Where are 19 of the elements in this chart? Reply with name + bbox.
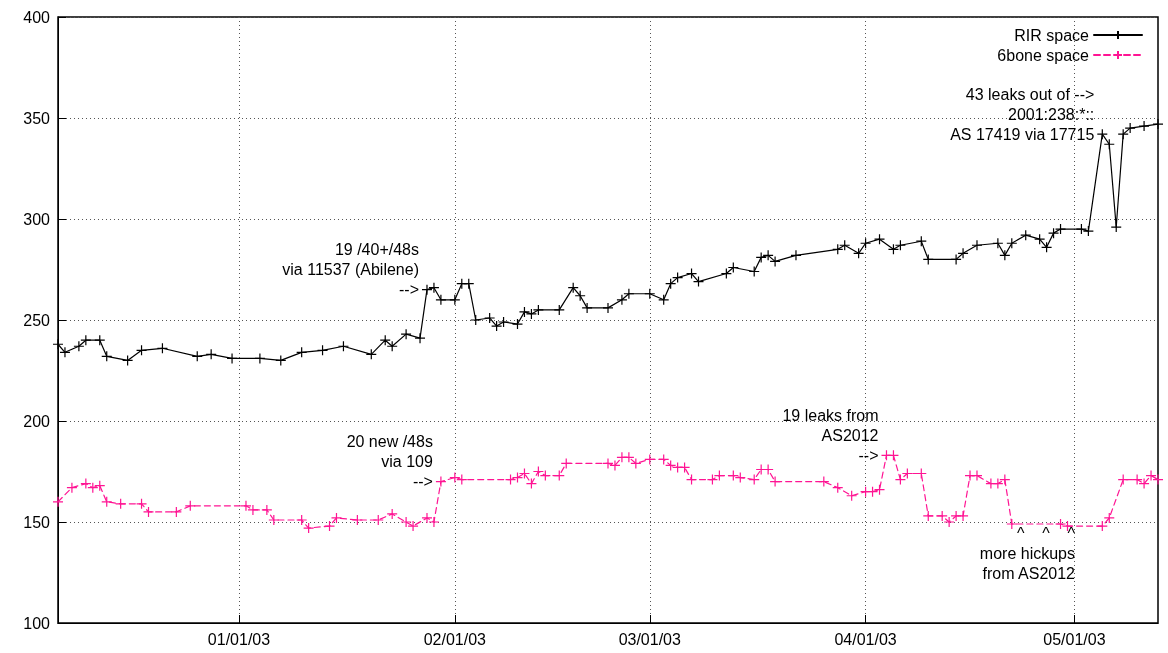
- annotation: 20 new /48s via 109 -->: [346, 433, 434, 491]
- x-tick-label: 05/01/03: [1043, 630, 1106, 648]
- annotation: 43 leaks out of --> 2001:238:*:: AS 17419 via 17715: [950, 85, 1095, 143]
- annotation: ^ ^ ^ more hickups from AS2012: [979, 524, 1076, 582]
- y-tick-label: 400: [23, 8, 51, 26]
- y-tick-label: 100: [23, 614, 51, 632]
- x-tick-label: 01/01/03: [207, 630, 271, 648]
- y-tick-label: 150: [23, 513, 51, 531]
- x-tick-label: 02/01/03: [423, 630, 487, 648]
- x-tick-label: 04/01/03: [834, 630, 897, 648]
- legend-label: RIR space: [1014, 26, 1090, 44]
- y-tick-label: 250: [23, 311, 51, 329]
- y-tick-label: 300: [23, 210, 51, 228]
- y-tick-label: 350: [23, 109, 51, 127]
- x-tick-label: 03/01/03: [618, 630, 682, 648]
- annotation: 19 /40+/48s via 11537 (Abilene) -->: [282, 241, 419, 299]
- y-tick-label: 200: [23, 412, 51, 430]
- annotation: 19 leaks from AS2012 -->: [782, 406, 879, 464]
- legend-label: 6bone space: [997, 46, 1090, 64]
